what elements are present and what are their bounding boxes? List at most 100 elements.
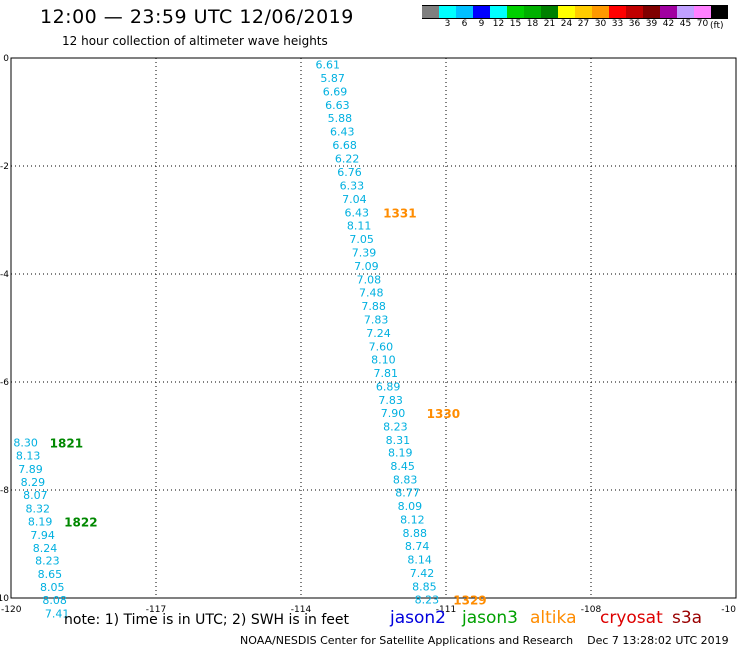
scale-swatch (609, 5, 626, 19)
units-note: note: 1) Time is in UTC; 2) SWH is in fe… (64, 612, 350, 628)
scale-value: 33 (611, 19, 624, 29)
longitude-tick-label: -108 (581, 605, 602, 615)
scale-value: 24 (560, 19, 573, 29)
scale-level: 15 (507, 5, 524, 29)
page-subtitle: 12 hour collection of altimeter wave hei… (62, 34, 328, 48)
wave-height-value: 5.87 (320, 72, 345, 85)
scale-swatch (473, 5, 490, 19)
scale-level: 33 (609, 5, 626, 29)
wave-height-value: 7.09 (354, 260, 379, 273)
scale-level: 27 (575, 5, 592, 29)
track-jason3: 8.308.137.898.298.078.328.197.948.248.23… (13, 436, 97, 620)
scale-swatch (439, 5, 456, 19)
wave-height-value: 8.19 (388, 447, 413, 460)
scale-level (422, 5, 439, 29)
wave-height-value: 8.10 (371, 353, 396, 366)
wave-height-value: 6.76 (337, 166, 362, 179)
wave-height-value: 7.81 (374, 367, 399, 380)
pass-time-label: 1822 (64, 515, 97, 529)
wave-height-value: 8.09 (398, 500, 423, 513)
scale-swatch (541, 5, 558, 19)
scale-value: 70 (696, 19, 709, 29)
scale-value: 42 (662, 19, 675, 29)
longitude-tick-label: -111 (436, 605, 456, 615)
wave-height-value: 8.19 (28, 515, 52, 528)
wave-height-value: 8.83 (393, 474, 418, 487)
wave-height-value: 8.23 (415, 594, 440, 607)
legend-jason3: jason3 (462, 608, 518, 628)
wave-height-value: 7.83 (364, 313, 389, 326)
scale-level: 30 (592, 5, 609, 29)
wave-height-value: 6.33 (340, 179, 365, 192)
latitude-tick-label: -4 (0, 270, 9, 280)
wave-height-value: 8.88 (403, 527, 428, 540)
wave-height-value: 8.85 (412, 581, 437, 594)
scale-level: 70 (694, 5, 711, 29)
legend-jason2: jason2 (390, 608, 446, 628)
scale-swatch (558, 5, 575, 19)
scale-level: 24 (558, 5, 575, 29)
scale-value: 36 (628, 19, 641, 29)
wave-height-value: 8.65 (38, 568, 63, 581)
wave-height-value: 6.68 (332, 139, 357, 152)
wave-height-value: 7.08 (357, 273, 382, 286)
wave-height-value: 8.30 (13, 436, 38, 449)
wave-height-value: 8.05 (40, 581, 65, 594)
scale-level: 12 (490, 5, 507, 29)
scale-swatch (422, 5, 439, 19)
scale-level: 18 (524, 5, 541, 29)
wave-height-value: 6.69 (323, 85, 348, 98)
wave-height-value: 6.63 (325, 99, 350, 112)
latitude-tick-label: -10 (0, 594, 9, 604)
scale-level: 6 (456, 5, 473, 29)
scale-value: 15 (509, 19, 522, 29)
wave-height-value: 6.61 (316, 58, 341, 71)
legend-altika: altika (530, 608, 577, 628)
wave-height-value: 6.43 (345, 206, 370, 219)
wave-height-value: 8.14 (407, 554, 432, 567)
altimeter-tracks: 6.615.876.696.635.886.436.686.226.766.33… (13, 58, 486, 620)
scale-swatch (626, 5, 643, 19)
scale-swatch (660, 5, 677, 19)
wave-height-value: 8.31 (386, 434, 411, 447)
pass-time-label: 1331 (383, 206, 416, 220)
scale-swatch (711, 5, 728, 19)
scale-swatch (575, 5, 592, 19)
wave-height-value: 8.23 (383, 420, 408, 433)
page-title: 12:00 — 23:59 UTC 12/06/2019 (40, 6, 354, 28)
legend-s3a: s3a (672, 608, 703, 628)
wave-height-value: 7.39 (352, 246, 377, 259)
scale-level (711, 5, 728, 29)
wave-height-value: 7.83 (378, 394, 403, 407)
scale-value: 3 (444, 19, 451, 29)
wave-height-value: 7.41 (45, 608, 69, 621)
timestamp-text: Dec 7 13:28:02 UTC 2019 (587, 634, 729, 647)
scale-value: 30 (594, 19, 607, 29)
wave-height-value: 6.89 (376, 380, 401, 393)
longitude-tick-label: -114 (291, 605, 312, 615)
latitude-tick-label: -2 (0, 162, 9, 172)
wave-height-value: 7.94 (30, 529, 55, 542)
scale-level: 3 (439, 5, 456, 29)
scale-value: 27 (577, 19, 590, 29)
map-grid (10, 57, 737, 599)
scale-swatch (456, 5, 473, 19)
scale-swatch (524, 5, 541, 19)
wave-height-value: 7.48 (359, 286, 384, 299)
wave-height-value: 8.77 (395, 487, 420, 500)
longitude-tick-label: -120 (1, 605, 22, 615)
wave-height-value: 8.08 (42, 594, 67, 607)
wave-height-value: 8.74 (405, 540, 430, 553)
latitude-tick-label: -8 (0, 486, 9, 496)
track-altika: 6.615.876.696.635.886.436.686.226.766.33… (316, 58, 487, 607)
scale-swatch (694, 5, 711, 19)
scale-level: 9 (473, 5, 490, 29)
legend-cryosat: cryosat (600, 608, 663, 628)
map-frame (10, 57, 737, 599)
axis-tick-labels: -120 -117 -114 -111 -108 -10 0 -2 -4 -6 -8 -10 (0, 54, 736, 615)
longitude-tick-label: -117 (146, 605, 166, 615)
scale-swatch (643, 5, 660, 19)
wave-height-value: 8.24 (33, 542, 58, 555)
wave-height-value: 7.04 (342, 193, 367, 206)
scale-value: 9 (478, 19, 485, 29)
